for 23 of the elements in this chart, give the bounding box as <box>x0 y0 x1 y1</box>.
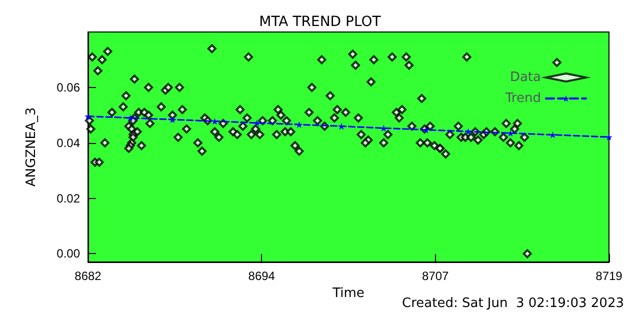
point <box>606 134 612 141</box>
y-tick-label: 0.00 <box>56 246 80 261</box>
point <box>168 116 176 124</box>
point <box>296 121 303 128</box>
point <box>126 114 134 122</box>
point <box>253 119 260 126</box>
chart-title: MTA TREND PLOT <box>259 14 382 30</box>
y-tick-label: 0.02 <box>56 191 80 206</box>
text: Created: Sat Jun 3 02:19:03 2023 <box>402 296 624 311</box>
point <box>84 112 92 120</box>
y-tick-label: 0.06 <box>56 80 80 94</box>
x-axis-title: Time <box>332 286 364 301</box>
legend-label: Data <box>510 70 541 85</box>
y-tick-label: 0.04 <box>56 136 80 150</box>
point <box>211 118 218 125</box>
point <box>338 122 345 130</box>
x-tick-label: 8719 <box>596 269 623 283</box>
legend-label: Trend <box>504 91 541 106</box>
x-tick-label: 8707 <box>422 269 450 283</box>
y-axis-title: ANGZNEA_3 <box>24 107 39 187</box>
point <box>464 128 472 135</box>
x-tick-label: 8682 <box>74 269 102 283</box>
x-tick-label: 8694 <box>248 269 276 283</box>
